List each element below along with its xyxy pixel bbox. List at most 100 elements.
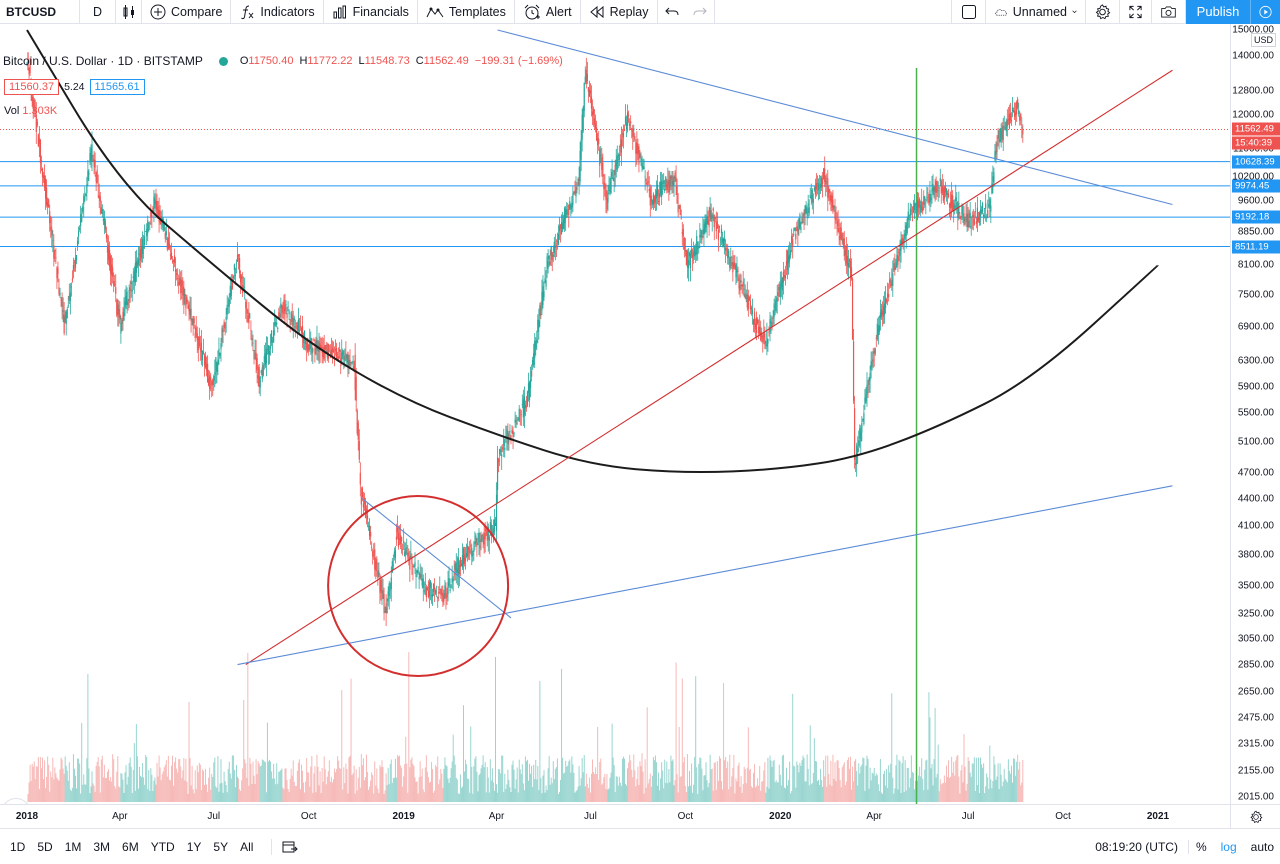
candle-body — [168, 243, 171, 249]
candle-body — [830, 195, 832, 203]
range-button-3m[interactable]: 3M — [93, 839, 111, 854]
time-axis[interactable]: 2018 Apr Jul Oct 2019 Apr Jul Oct 2020 Apr Jul Oct 2… — [0, 804, 1230, 828]
layout-menu[interactable]: Unnamed — [986, 0, 1086, 24]
volume-bar — [122, 779, 124, 802]
alert-button[interactable]: Alert — [515, 0, 581, 24]
percent-toggle[interactable]: % — [1195, 839, 1207, 854]
candle-body — [864, 397, 866, 404]
candle-body — [788, 254, 791, 261]
chart-canvas[interactable] — [0, 24, 1230, 804]
candle-body — [53, 245, 55, 259]
volume-bar — [759, 765, 761, 802]
go-to-date-button[interactable] — [271, 838, 299, 855]
candle-body — [600, 154, 602, 156]
candle-body — [469, 550, 471, 553]
moving-average-line — [26, 29, 1159, 474]
volume-bar — [394, 758, 396, 802]
candle-body — [758, 326, 760, 334]
volume-bar — [746, 767, 748, 802]
range-button-ytd[interactable]: YTD — [150, 839, 175, 854]
volume-bar — [894, 788, 896, 802]
publish-button[interactable]: Publish — [1186, 0, 1250, 24]
axis-settings-button[interactable] — [1230, 804, 1280, 828]
candle-body — [510, 434, 512, 441]
candle-body — [824, 168, 826, 182]
undo-button[interactable] — [658, 0, 686, 24]
fullscreen-button[interactable] — [1120, 0, 1152, 24]
volume-bar — [803, 757, 805, 802]
undo-icon — [664, 7, 679, 15]
candle-body — [738, 278, 740, 289]
candle-body — [39, 140, 42, 164]
volume-bar — [755, 787, 757, 802]
volume-bar — [955, 760, 957, 802]
candle-body — [779, 284, 781, 297]
candle-body — [1010, 119, 1013, 122]
volume-bar — [835, 781, 837, 802]
fullscreen-toggle[interactable] — [952, 0, 986, 24]
candle-body — [212, 379, 214, 386]
candle-body — [743, 288, 745, 290]
volume-bar — [498, 769, 500, 802]
range-button-1d[interactable]: 1D — [10, 839, 26, 854]
price-tick: 6300.00 — [1237, 355, 1274, 367]
volume-bar — [871, 772, 873, 802]
volume-bar — [697, 793, 699, 802]
volume-bar — [879, 758, 881, 802]
interval-button[interactable]: D — [80, 0, 116, 24]
financials-button[interactable]: Financials — [324, 0, 418, 24]
range-button-5d[interactable]: 5D — [37, 839, 53, 854]
candle-body — [393, 551, 395, 557]
candle-body — [169, 254, 172, 256]
indicators-button[interactable]: Indicators — [231, 0, 324, 24]
sell-price-button[interactable]: 11560.37 — [4, 79, 60, 95]
candle-body — [548, 255, 550, 260]
volume-bar — [232, 755, 234, 802]
price-scale[interactable]: USD 15000.0014000.0012800.0012000.001100… — [1230, 24, 1280, 804]
volume-bar — [943, 775, 945, 802]
buy-price-button[interactable]: 11565.61 — [89, 79, 145, 95]
volume-bar — [29, 764, 31, 802]
volume-bar — [1007, 759, 1009, 802]
range-button-1m[interactable]: 1M — [64, 839, 82, 854]
chart-pane[interactable]: Bitcoin / U.S. Dollar · 1D · BITSTAMP O1… — [0, 24, 1230, 804]
candle-body — [466, 552, 468, 557]
price-tick: 5500.00 — [1237, 407, 1274, 419]
candle-body — [291, 314, 293, 322]
compare-button[interactable]: Compare — [142, 0, 232, 24]
replay-button[interactable]: Replay — [581, 0, 658, 24]
utc-clock[interactable]: 08:19:20 (UTC) — [1095, 839, 1189, 854]
auto-scale-toggle[interactable]: auto — [1250, 839, 1274, 854]
candle-body — [487, 526, 489, 540]
snapshot-button[interactable] — [1152, 0, 1186, 24]
candle-body — [103, 218, 105, 226]
range-button-6m[interactable]: 6M — [122, 839, 139, 854]
volume-bar — [778, 764, 780, 802]
redo-button[interactable] — [686, 0, 715, 24]
candle-body — [599, 148, 601, 166]
candle-body — [444, 585, 446, 596]
volume-bar — [174, 762, 176, 802]
settings-button[interactable] — [1086, 0, 1120, 24]
log-toggle[interactable]: log — [1220, 839, 1237, 854]
volume-bar — [78, 758, 80, 802]
volume-bar — [654, 755, 656, 802]
publish-menu-button[interactable] — [1250, 0, 1280, 24]
range-button-all[interactable]: All — [240, 839, 254, 854]
volume-bar — [511, 764, 513, 802]
chart-type-button[interactable] — [116, 0, 142, 24]
volume-bar — [845, 781, 847, 802]
volume-bar — [663, 788, 665, 802]
range-button-5y[interactable]: 5Y — [213, 839, 229, 854]
templates-button[interactable]: Templates — [418, 0, 515, 24]
volume-bar — [167, 755, 169, 802]
candle-body — [99, 196, 101, 202]
candle-body — [665, 176, 667, 188]
volume-bar — [31, 763, 33, 802]
volume-bar — [455, 777, 457, 802]
candle-body — [688, 252, 691, 257]
symbol-search[interactable]: BTCUSD — [0, 0, 80, 24]
range-button-1y[interactable]: 1Y — [186, 839, 202, 854]
candle-body — [560, 222, 563, 234]
candle-body — [691, 255, 694, 259]
